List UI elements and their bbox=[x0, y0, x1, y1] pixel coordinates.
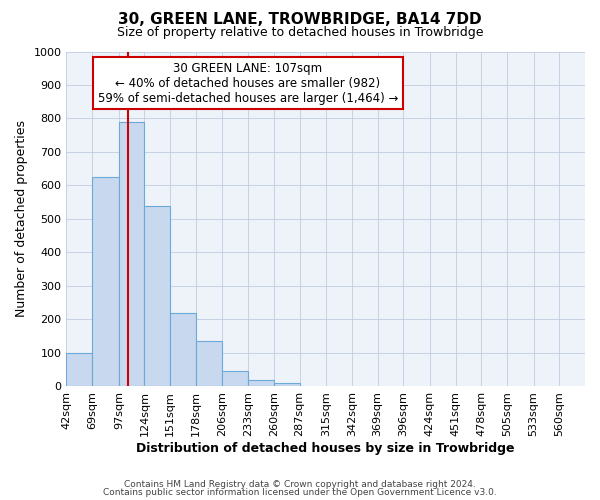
X-axis label: Distribution of detached houses by size in Trowbridge: Distribution of detached houses by size … bbox=[136, 442, 515, 455]
Bar bbox=[274, 383, 299, 386]
Bar bbox=[119, 122, 145, 386]
Bar bbox=[92, 177, 119, 386]
Bar bbox=[145, 206, 170, 386]
Text: 30 GREEN LANE: 107sqm
← 40% of detached houses are smaller (982)
59% of semi-det: 30 GREEN LANE: 107sqm ← 40% of detached … bbox=[98, 62, 398, 104]
Text: 30, GREEN LANE, TROWBRIDGE, BA14 7DD: 30, GREEN LANE, TROWBRIDGE, BA14 7DD bbox=[118, 12, 482, 28]
Text: Size of property relative to detached houses in Trowbridge: Size of property relative to detached ho… bbox=[117, 26, 483, 39]
Bar bbox=[223, 372, 248, 386]
Text: Contains HM Land Registry data © Crown copyright and database right 2024.: Contains HM Land Registry data © Crown c… bbox=[124, 480, 476, 489]
Y-axis label: Number of detached properties: Number of detached properties bbox=[15, 120, 28, 318]
Bar bbox=[67, 353, 92, 386]
Bar bbox=[248, 380, 274, 386]
Bar bbox=[170, 313, 196, 386]
Text: Contains public sector information licensed under the Open Government Licence v3: Contains public sector information licen… bbox=[103, 488, 497, 497]
Bar bbox=[196, 341, 223, 386]
